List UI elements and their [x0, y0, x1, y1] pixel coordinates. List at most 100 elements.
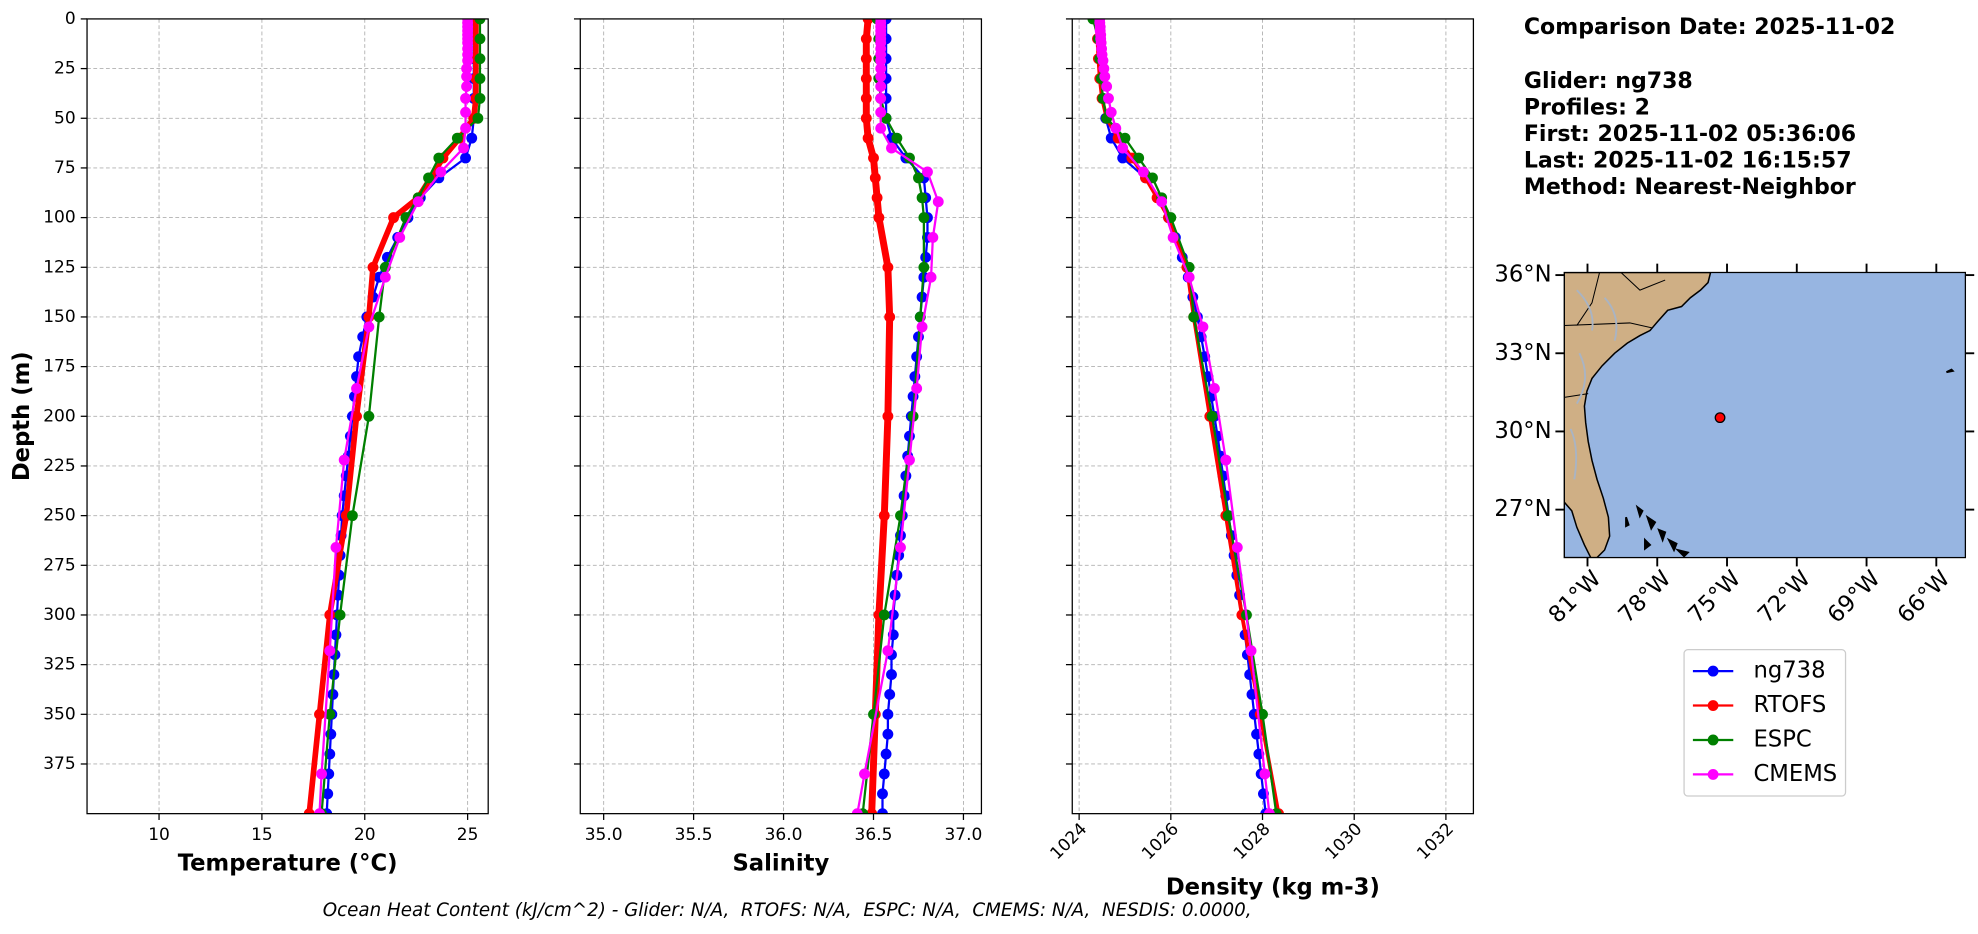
profile-marker [1263, 808, 1275, 814]
profile-marker [324, 708, 336, 720]
profile-marker [412, 196, 424, 208]
profile-marker [1208, 383, 1220, 394]
profile-marker [868, 152, 879, 164]
y-tick-label: 350 [43, 704, 75, 724]
profile-marker [346, 510, 358, 522]
profile-marker [363, 410, 375, 422]
profile-marker [1259, 768, 1271, 780]
profile-marker [869, 172, 881, 184]
profile-marker [1222, 510, 1234, 522]
profile-marker [1156, 196, 1168, 208]
x-tick-label: 20 [354, 825, 376, 845]
plot-area [1087, 18, 1284, 814]
y-tick-label: 50 [54, 108, 76, 128]
profile-marker [878, 609, 890, 621]
profile-marker [474, 33, 486, 45]
profile-marker [1099, 71, 1111, 82]
axes-frame [1071, 18, 1475, 815]
x-tick-label: 69°W [1823, 566, 1886, 629]
legend-marker [1707, 665, 1719, 677]
profile-marker [1220, 454, 1232, 466]
profile-marker [875, 92, 887, 104]
profile-marker [433, 152, 445, 164]
y-tick-label: 0 [65, 9, 76, 29]
profile-marker [1117, 152, 1129, 164]
profile-marker [1245, 645, 1257, 657]
y-tick-label: 375 [43, 754, 75, 774]
x-tick-label: 1032 [1413, 819, 1458, 864]
profile-marker [918, 261, 930, 273]
profile-marker [460, 122, 471, 134]
profile-marker [1119, 132, 1131, 144]
profile-marker [474, 18, 486, 25]
profile-marker [866, 808, 878, 814]
profile-marker [330, 541, 342, 553]
x-tick-label: 35.5 [675, 825, 713, 845]
profile-marker [460, 92, 471, 104]
profile-marker [474, 73, 486, 84]
y-tick-label: 175 [43, 357, 75, 377]
map-frame [1563, 271, 1967, 559]
info-line: Profiles: 2 [1524, 95, 1650, 120]
profile-marker [875, 63, 887, 75]
legend-label: ESPC [1753, 726, 1811, 752]
profile-marker [1133, 152, 1145, 164]
profile-marker [884, 689, 896, 700]
y-tick-label: 36°N [1494, 262, 1551, 288]
legend-label: ng738 [1753, 658, 1825, 684]
profile-marker [916, 192, 928, 204]
y-tick-label: 25 [54, 59, 76, 79]
profile-marker [918, 212, 930, 224]
y-tick-label: 225 [43, 456, 75, 476]
y-tick-label: 33°N [1494, 340, 1551, 366]
profile-marker [851, 808, 863, 814]
y-tick-label: 275 [43, 555, 75, 575]
profile-marker [462, 55, 474, 67]
x-tick-label: 1030 [1322, 819, 1367, 864]
profile-marker [461, 81, 473, 92]
info-line: Comparison Date: 2025-11-02 [1524, 15, 1895, 40]
profile-marker [932, 196, 944, 208]
profile-marker [1098, 63, 1110, 75]
legend-marker [1707, 700, 1719, 711]
profile-marker [882, 261, 894, 273]
map-background [1564, 272, 1966, 558]
legend-box [1683, 649, 1847, 797]
islands [1625, 368, 1955, 558]
profile-marker [324, 609, 336, 621]
y-tick-label: 300 [43, 605, 75, 625]
rivers [1569, 289, 1618, 480]
profile-marker [882, 645, 894, 657]
x-tick-label: 66°W [1893, 566, 1956, 629]
profile-marker [458, 142, 469, 154]
profile-marker [351, 383, 362, 394]
profile-marker [1197, 321, 1209, 333]
profile-marker [859, 768, 870, 780]
legend-marker [1707, 734, 1719, 746]
profile-marker [460, 106, 471, 118]
profile-marker [878, 768, 890, 780]
info-line: First: 2025-11-02 05:36:06 [1524, 122, 1856, 147]
profile-marker [913, 172, 924, 184]
x-axis-label: Temperature (°C) [178, 851, 398, 877]
profile-marker [927, 232, 939, 243]
legend-label: CMEMS [1753, 761, 1837, 787]
profile-marker [884, 311, 896, 323]
profile-marker [314, 708, 325, 720]
info-line: Glider: ng738 [1524, 69, 1693, 94]
profile-marker [860, 112, 872, 124]
profile-marker [1101, 81, 1113, 92]
profile-marker [1231, 541, 1243, 553]
profile-marker [1137, 166, 1149, 178]
y-tick-label: 150 [43, 307, 75, 327]
profile-marker [1257, 708, 1268, 720]
profile-marker [920, 251, 932, 263]
profile-marker [875, 81, 887, 92]
glider-location [1714, 412, 1726, 424]
profile-marker [1103, 92, 1114, 104]
y-tick-label: 125 [43, 257, 75, 277]
y-tick-label: 250 [43, 506, 75, 526]
profile-marker [882, 728, 894, 740]
